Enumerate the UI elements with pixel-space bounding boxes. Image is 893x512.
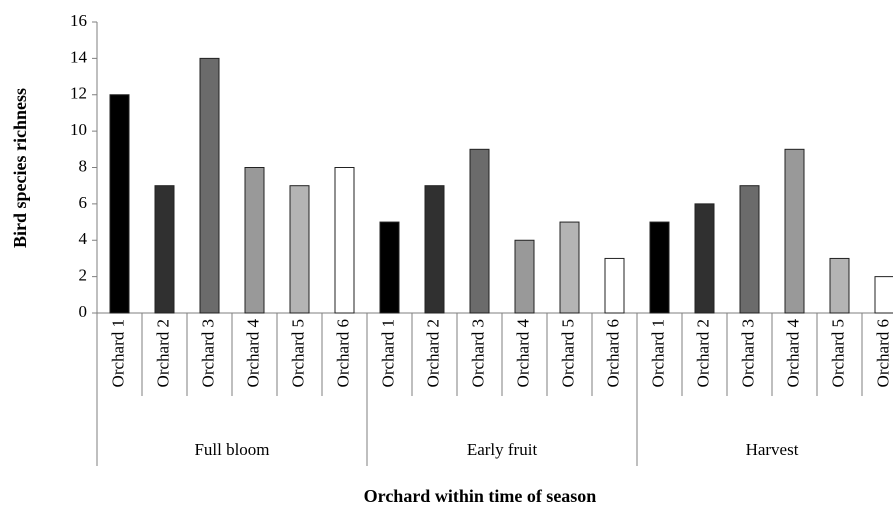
bar	[649, 221, 670, 314]
bar	[199, 57, 220, 314]
x-tick-label: Orchard 5	[828, 319, 847, 387]
bar	[514, 239, 535, 314]
x-tick-label: Orchard 6	[333, 319, 352, 387]
bar	[244, 167, 265, 314]
x-tick-label: Orchard 3	[468, 319, 487, 387]
x-tick-label: Orchard 3	[738, 319, 757, 387]
x-tick-label: Orchard 1	[648, 319, 667, 387]
bar	[559, 221, 580, 314]
x-tick-label: Orchard 1	[378, 319, 397, 387]
bar	[604, 257, 625, 314]
bar	[694, 203, 715, 314]
x-tick-label: Orchard 2	[693, 319, 712, 387]
y-tick-label: 4	[79, 229, 88, 248]
bar	[874, 276, 893, 314]
bar	[424, 185, 445, 314]
y-tick-label: 6	[79, 193, 88, 212]
group-label: Full bloom	[194, 440, 269, 459]
x-tick-label: Orchard 5	[558, 319, 577, 387]
x-tick-label: Orchard 3	[198, 319, 217, 387]
group-label: Early fruit	[467, 440, 538, 459]
bar	[784, 148, 805, 314]
x-tick-label: Orchard 6	[873, 319, 892, 387]
x-tick-label: Orchard 2	[423, 319, 442, 387]
x-tick-label: Orchard 1	[108, 319, 127, 387]
y-tick-label: 2	[79, 266, 88, 285]
y-tick-label: 0	[79, 302, 88, 321]
x-tick-label: Orchard 4	[513, 319, 532, 388]
bar	[289, 185, 310, 314]
bar	[334, 167, 355, 314]
y-tick-label: 16	[70, 11, 87, 30]
bar	[379, 221, 400, 314]
bar	[469, 148, 490, 314]
bar	[154, 185, 175, 314]
x-tick-label: Orchard 4	[783, 319, 802, 388]
x-tick-label: Orchard 6	[603, 319, 622, 387]
x-axis-title: Orchard within time of season	[364, 486, 597, 506]
bar	[739, 185, 760, 314]
y-tick-label: 8	[79, 156, 88, 175]
y-tick-label: 14	[70, 47, 88, 66]
y-tick-label: 10	[70, 120, 87, 139]
bar	[829, 257, 850, 314]
x-tick-label: Orchard 4	[243, 319, 262, 388]
bar	[109, 94, 130, 314]
group-label: Harvest	[746, 440, 799, 459]
x-tick-label: Orchard 5	[288, 319, 307, 387]
x-tick-label: Orchard 2	[153, 319, 172, 387]
y-axis-title: Bird species richness	[10, 88, 30, 248]
y-tick-label: 12	[70, 84, 87, 103]
